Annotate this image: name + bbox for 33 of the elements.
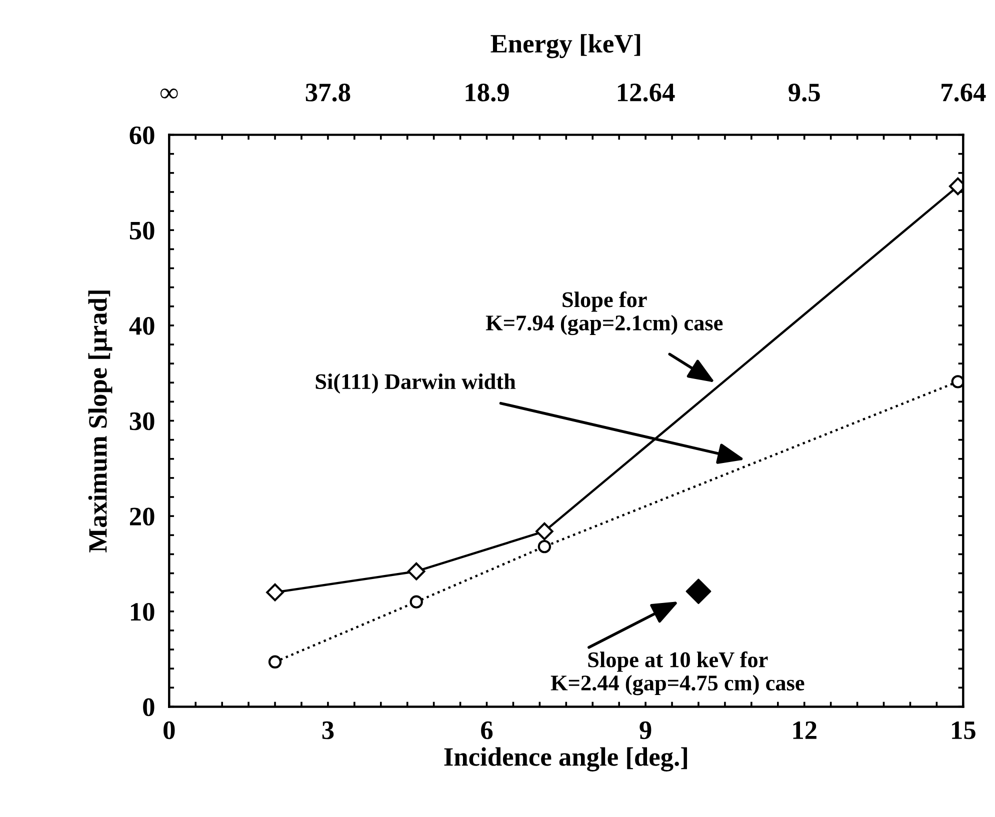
x-tick-label: 9 xyxy=(640,721,652,740)
y-tick-label: 10 xyxy=(130,602,154,621)
y-tick-label: 50 xyxy=(130,222,154,240)
y-tick-label: 40 xyxy=(129,317,154,335)
x-tick-label: 0 xyxy=(164,721,175,740)
text: 12.64 xyxy=(618,84,675,102)
x-tick-label: 15 xyxy=(952,721,976,740)
y-tick-label: 20 xyxy=(130,508,154,526)
y-axis-title: Maximum Slope [μrad] xyxy=(88,290,112,552)
point xyxy=(951,375,964,388)
y-tick-label: 0 xyxy=(143,698,154,716)
y-tick-label: 60 xyxy=(130,126,154,144)
annotation: Si(111) Darwin width xyxy=(316,374,516,394)
annotation: Slope at 10 keV for K=2.44 (gap=4.75 cm) case xyxy=(550,651,804,696)
text: Energy [keV] xyxy=(490,34,640,58)
point xyxy=(538,540,552,554)
text: 18.9 xyxy=(466,84,509,102)
point xyxy=(410,595,423,608)
text: 37.8 xyxy=(306,84,350,102)
point xyxy=(686,578,712,604)
point xyxy=(407,562,426,580)
x-tick-label: 12 xyxy=(793,721,816,739)
x-tick-label: 6 xyxy=(481,721,493,740)
y-tick-label: 30 xyxy=(130,412,154,430)
text: 7.64 xyxy=(942,84,986,102)
annotation: Slope for K=7.94 (gap=2.1cm) case xyxy=(486,291,723,336)
point xyxy=(536,522,554,540)
text: ∞ xyxy=(160,88,178,99)
x-tick-label: 3 xyxy=(322,721,334,740)
x-axis-title: Incidence angle [deg.] xyxy=(444,747,687,772)
text: 9.5 xyxy=(788,84,820,102)
point xyxy=(266,583,284,602)
point xyxy=(268,655,282,669)
